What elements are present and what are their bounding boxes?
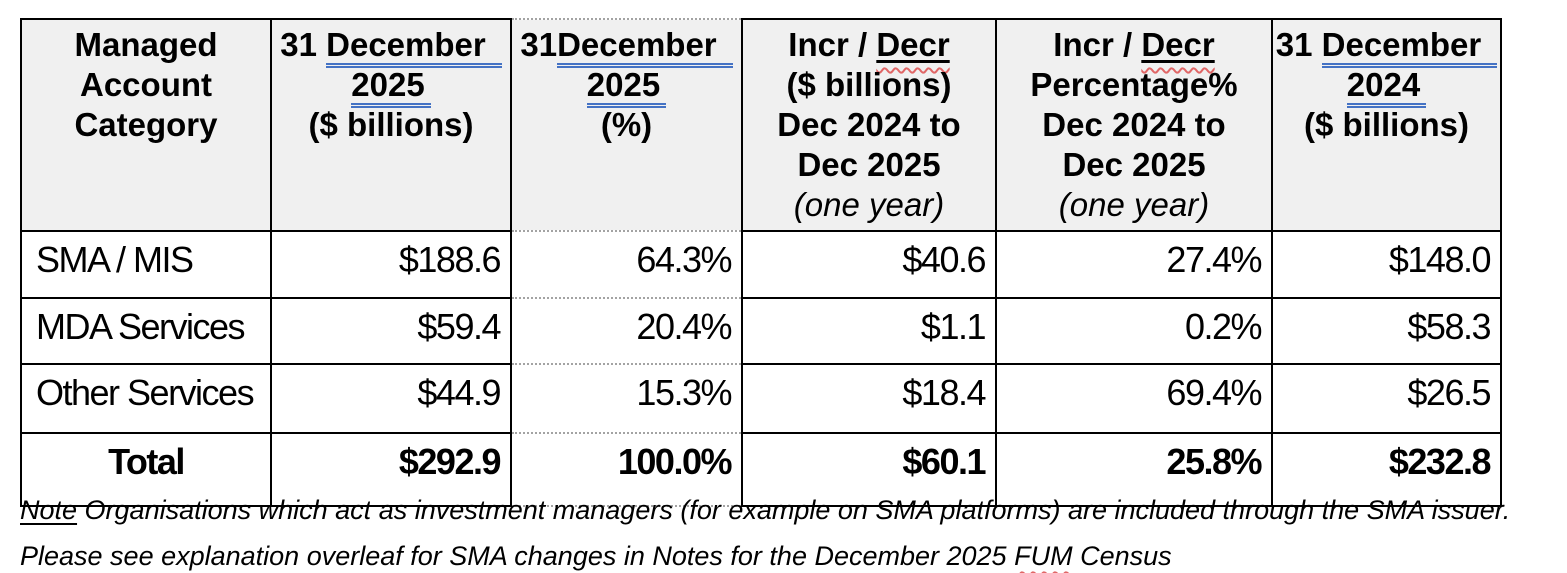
footnote-explanation-overleaf: Please see explanation overleaf for SMA … xyxy=(20,540,1172,573)
cell-dec2024-billions: $26.5 xyxy=(1271,363,1502,434)
header-period-to: Dec 2025 xyxy=(797,146,941,183)
header-period-from: Dec 2024 to xyxy=(1042,106,1226,143)
cell-category: SMA / MIS xyxy=(20,230,272,299)
cell-incr-billions: $18.4 xyxy=(741,363,997,434)
header-text: 31 xyxy=(1275,26,1322,63)
cell-category: MDA Services xyxy=(20,297,272,365)
underlined-year: 2025 xyxy=(351,66,431,108)
cell-incr-percent: 0.2% xyxy=(995,297,1273,365)
spellcheck-word: Decr xyxy=(876,26,950,63)
header-text: 31 xyxy=(520,26,558,63)
cell-dec2025-percent: 15.3% xyxy=(510,363,743,434)
header-managed-account-category: Managed Account Category xyxy=(20,18,272,232)
note-text: Census xyxy=(1072,541,1172,571)
header-incr-decr-billions: Incr / Decr ($ billions) Dec 2024 to Dec… xyxy=(741,18,997,232)
header-text: 31 xyxy=(280,26,327,63)
table-row-other-services: Other Services $44.9 15.3% $18.4 69.4% $… xyxy=(20,363,1502,434)
underlined-year: 2024 xyxy=(1346,66,1427,108)
underlined-year: 2025 xyxy=(586,66,667,108)
managed-accounts-census-table: Managed Account Category 31 December 202… xyxy=(20,18,1502,507)
header-period-to: Dec 2025 xyxy=(1062,146,1206,183)
note-label: Note xyxy=(20,495,78,525)
cell-category: Other Services xyxy=(20,363,272,434)
spellcheck-word: FUM xyxy=(1014,541,1073,571)
table-row-mda-services: MDA Services $59.4 20.4% $1.1 0.2% $58.3 xyxy=(20,297,1502,365)
header-period-from: Dec 2024 to xyxy=(777,106,961,143)
cell-dec2024-billions: $58.3 xyxy=(1271,297,1502,365)
note-text: Organisations which act as investment ma… xyxy=(77,495,1511,525)
cell-dec2025-percent: 64.3% xyxy=(510,230,743,299)
cell-total-dec2025-percent: 100.0% xyxy=(510,432,743,507)
header-unit: ($ billions) xyxy=(786,66,952,103)
cell-total-dec2025-billions: $292.9 xyxy=(270,432,512,507)
cell-incr-billions: $1.1 xyxy=(741,297,997,365)
underlined-month: December xyxy=(326,26,502,68)
underlined-word: Decr xyxy=(876,26,949,63)
cell-incr-billions: $40.6 xyxy=(741,230,997,299)
spellcheck-word: Decr xyxy=(1141,26,1215,63)
header-unit: (%) xyxy=(600,106,653,143)
header-unit: ($ billions) xyxy=(1304,106,1469,143)
cell-dec2024-billions: $148.0 xyxy=(1271,230,1502,299)
cell-total-incr-billions: $60.1 xyxy=(741,432,997,507)
header-row: Managed Account Category 31 December 202… xyxy=(20,18,1502,232)
underlined-month: December xyxy=(557,26,733,68)
underlined-word: Decr xyxy=(1141,26,1214,63)
cell-dec2025-billions: $59.4 xyxy=(270,297,512,365)
table-row-total: Total $292.9 100.0% $60.1 25.8% $232.8 xyxy=(20,432,1502,507)
header-one-year: (one year) xyxy=(793,186,945,223)
note-text: Please see explanation overleaf for SMA … xyxy=(20,541,1015,571)
header-dec-2025-percent: 31December 2025 (%) xyxy=(510,18,743,232)
cell-incr-percent: 27.4% xyxy=(995,230,1273,299)
header-text: Incr / xyxy=(788,26,877,63)
header-one-year: (one year) xyxy=(1058,186,1210,223)
cell-dec2025-billions: $44.9 xyxy=(270,363,512,434)
cell-total-incr-percent: 25.8% xyxy=(995,432,1273,507)
table-row-sma-mis: SMA / MIS $188.6 64.3% $40.6 27.4% $148.… xyxy=(20,230,1502,299)
cell-dec2025-percent: 20.4% xyxy=(510,297,743,365)
underlined-month: December xyxy=(1321,26,1498,68)
header-dec-2024-billions: 31 December 2024 ($ billions) xyxy=(1271,18,1502,232)
cell-dec2025-billions: $188.6 xyxy=(270,230,512,299)
header-dec-2025-billions: 31 December 2025 ($ billions) xyxy=(270,18,512,232)
header-unit: Percentage% xyxy=(1030,66,1238,103)
header-unit: ($ billions) xyxy=(308,106,474,143)
cell-total-label: Total xyxy=(20,432,272,507)
cell-incr-percent: 69.4% xyxy=(995,363,1273,434)
cell-total-dec2024-billions: $232.8 xyxy=(1271,432,1502,507)
header-incr-decr-percentage: Incr / Decr Percentage% Dec 2024 to Dec … xyxy=(995,18,1273,232)
footnote-sma-issuer: Note Organisations which act as investme… xyxy=(20,494,1510,527)
header-text: Incr / xyxy=(1053,26,1142,63)
